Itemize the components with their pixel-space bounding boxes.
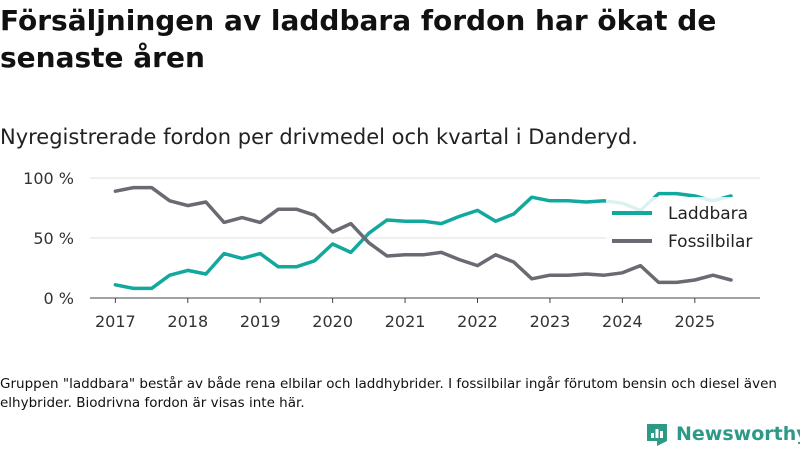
x-tick-label: 2021 xyxy=(385,312,426,331)
chart-svg: 0 % 50 % 100 % 2017 2018 2019 2020 2021 2022 202… xyxy=(23,169,762,331)
chart-title: Försäljningen av laddbara fordon har öka… xyxy=(0,4,717,74)
y-axis: 0 % 50 % 100 % xyxy=(23,169,74,308)
x-axis: 2017 2018 2019 2020 2021 2022 2023 2024 2025 xyxy=(95,298,715,331)
newsworthy-logo: Newsworthy xyxy=(644,420,800,448)
x-tick-label: 2024 xyxy=(602,312,643,331)
legend: Laddbara Fossilbilar xyxy=(606,197,762,263)
newsworthy-logo-icon xyxy=(647,424,667,446)
legend-label-fossilbilar: Fossilbilar xyxy=(668,232,752,252)
x-tick-label: 2023 xyxy=(530,312,571,331)
legend-label-laddbara: Laddbara xyxy=(668,204,748,224)
x-tick-label: 2017 xyxy=(95,312,136,331)
footnote: Gruppen "laddbara" består av både rena e… xyxy=(0,376,777,411)
y-tick-label: 0 % xyxy=(44,289,74,308)
x-tick-label: 2020 xyxy=(312,312,353,331)
x-tick-label: 2019 xyxy=(240,312,281,331)
chart-subtitle: Nyregistrerade fordon per drivmedel och … xyxy=(0,125,638,149)
brand-name: Newsworthy xyxy=(676,423,800,445)
legend-background xyxy=(606,197,762,263)
x-tick-label: 2018 xyxy=(167,312,208,331)
x-tick-label: 2025 xyxy=(674,312,715,331)
y-tick-label: 100 % xyxy=(23,169,74,188)
x-tick-label: 2022 xyxy=(457,312,498,331)
line-chart: 0 % 50 % 100 % 2017 2018 2019 2020 2021 2022 202… xyxy=(0,160,800,340)
series-line-fossilbilar xyxy=(113,185,733,285)
y-tick-label: 50 % xyxy=(33,229,74,248)
